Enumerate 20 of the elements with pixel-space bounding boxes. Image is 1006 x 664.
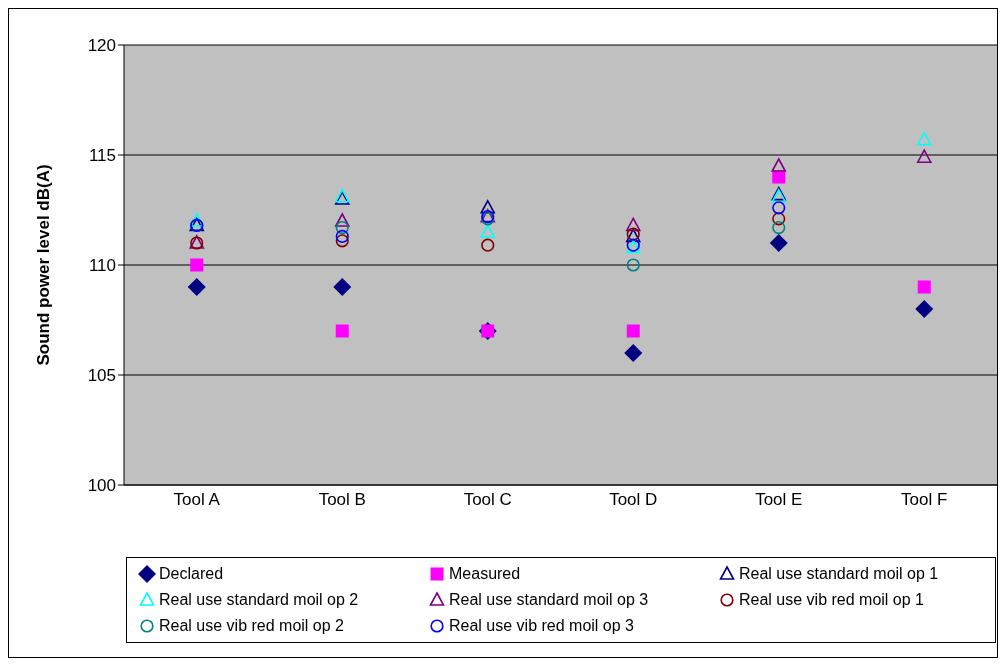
y-tick-label: 110 <box>88 256 116 276</box>
legend-label: Real use vib red moil op 3 <box>449 617 634 635</box>
legend-label: Real use standard moil op 2 <box>159 591 359 609</box>
x-tick-label: Tool F <box>901 490 948 510</box>
legend-label: Real use vib red moil op 1 <box>739 591 924 609</box>
legend-label: Real use standard moil op 1 <box>739 565 939 583</box>
y-axis-title: Sound power level dB(A) <box>34 164 54 366</box>
legend-label: Real use standard moil op 3 <box>449 591 649 609</box>
x-tick-label: Tool E <box>755 490 803 510</box>
y-tick-label: 100 <box>87 476 116 496</box>
x-tick-label: Tool D <box>609 490 658 510</box>
x-tick-label: Tool A <box>173 490 221 510</box>
legend-label: Real use vib red moil op 2 <box>159 617 344 635</box>
y-tick-label: 115 <box>88 146 116 166</box>
legend-label: Measured <box>449 565 521 583</box>
y-tick-label: 120 <box>87 36 116 56</box>
x-tick-label: Tool C <box>463 490 512 510</box>
legend-label: Declared <box>159 565 224 583</box>
x-tick-label: Tool B <box>318 490 366 510</box>
y-tick-label: 105 <box>87 366 116 386</box>
